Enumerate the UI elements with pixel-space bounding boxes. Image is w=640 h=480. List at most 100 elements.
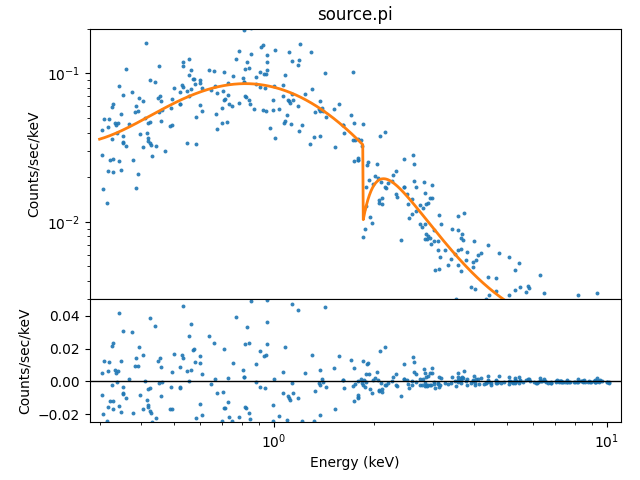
Point (376, 178, 386, 186)
Point (314, 411, 324, 419)
Point (504, 291, 514, 299)
Point (143, 401, 153, 408)
Point (417, 223, 427, 231)
Point (470, 285, 480, 293)
Y-axis label: Counts/sec/keV: Counts/sec/keV (27, 111, 41, 217)
Point (554, 312, 564, 320)
Point (317, 104, 327, 112)
Point (543, 363, 553, 371)
Point (421, 230, 431, 238)
Point (204, 66, 214, 73)
Point (211, 422, 221, 430)
Point (234, 47, 244, 55)
Point (150, 78, 160, 86)
Point (216, 104, 227, 112)
Point (494, 372, 504, 380)
Point (138, 406, 148, 413)
Point (99, 358, 109, 365)
Point (279, 427, 289, 435)
Point (118, 390, 128, 398)
Point (593, 324, 604, 331)
Point (602, 356, 612, 364)
Point (353, 135, 364, 143)
Point (450, 378, 460, 385)
Point (593, 377, 604, 384)
Point (391, 168, 401, 175)
Point (178, 354, 188, 362)
Point (108, 397, 118, 405)
Title: source.pi: source.pi (317, 6, 393, 24)
Point (195, 400, 205, 408)
Point (473, 375, 483, 383)
Point (536, 312, 547, 320)
Point (461, 248, 472, 255)
Point (360, 383, 371, 390)
Point (381, 184, 391, 192)
Point (143, 134, 153, 142)
Point (483, 240, 493, 248)
Point (561, 376, 572, 384)
Point (147, 418, 157, 426)
Point (140, 114, 150, 122)
Point (191, 113, 201, 121)
Point (255, 68, 265, 76)
Point (456, 245, 466, 253)
Point (561, 299, 572, 307)
Point (228, 360, 238, 367)
Point (573, 378, 583, 386)
Point (429, 378, 439, 385)
Point (209, 68, 219, 75)
Point (239, 373, 249, 381)
Point (364, 213, 374, 220)
Point (456, 373, 467, 381)
Point (377, 385, 387, 393)
Point (420, 220, 430, 228)
Point (262, 318, 272, 325)
Point (552, 299, 563, 307)
Point (491, 376, 501, 384)
Point (212, 390, 223, 397)
Point (399, 184, 409, 192)
Point (538, 319, 548, 326)
Point (452, 227, 463, 234)
Point (309, 417, 319, 425)
Point (113, 119, 123, 127)
Point (399, 375, 410, 383)
Point (557, 378, 568, 386)
Point (458, 236, 468, 244)
Point (505, 299, 515, 306)
Point (372, 368, 382, 376)
Point (138, 143, 148, 151)
Point (97, 126, 108, 134)
Point (334, 352, 344, 360)
Point (131, 425, 141, 433)
Point (471, 375, 481, 383)
Point (406, 195, 417, 203)
Point (362, 360, 372, 368)
Point (189, 75, 199, 83)
Point (556, 377, 566, 385)
Point (483, 372, 493, 380)
Point (368, 376, 378, 384)
Point (523, 375, 533, 383)
Point (390, 190, 401, 198)
Point (131, 185, 141, 192)
Point (99, 115, 109, 123)
Point (399, 360, 409, 368)
Point (510, 266, 520, 274)
Point (157, 106, 168, 114)
Point (418, 375, 428, 383)
Point (246, 50, 256, 58)
Point (175, 363, 185, 371)
Point (508, 331, 518, 338)
Point (481, 379, 491, 387)
Point (179, 292, 189, 300)
Point (196, 84, 207, 92)
Point (579, 377, 589, 385)
Point (133, 170, 143, 178)
Point (406, 377, 417, 384)
Point (370, 172, 380, 180)
Point (499, 309, 509, 317)
Point (481, 299, 491, 306)
Point (244, 415, 255, 423)
